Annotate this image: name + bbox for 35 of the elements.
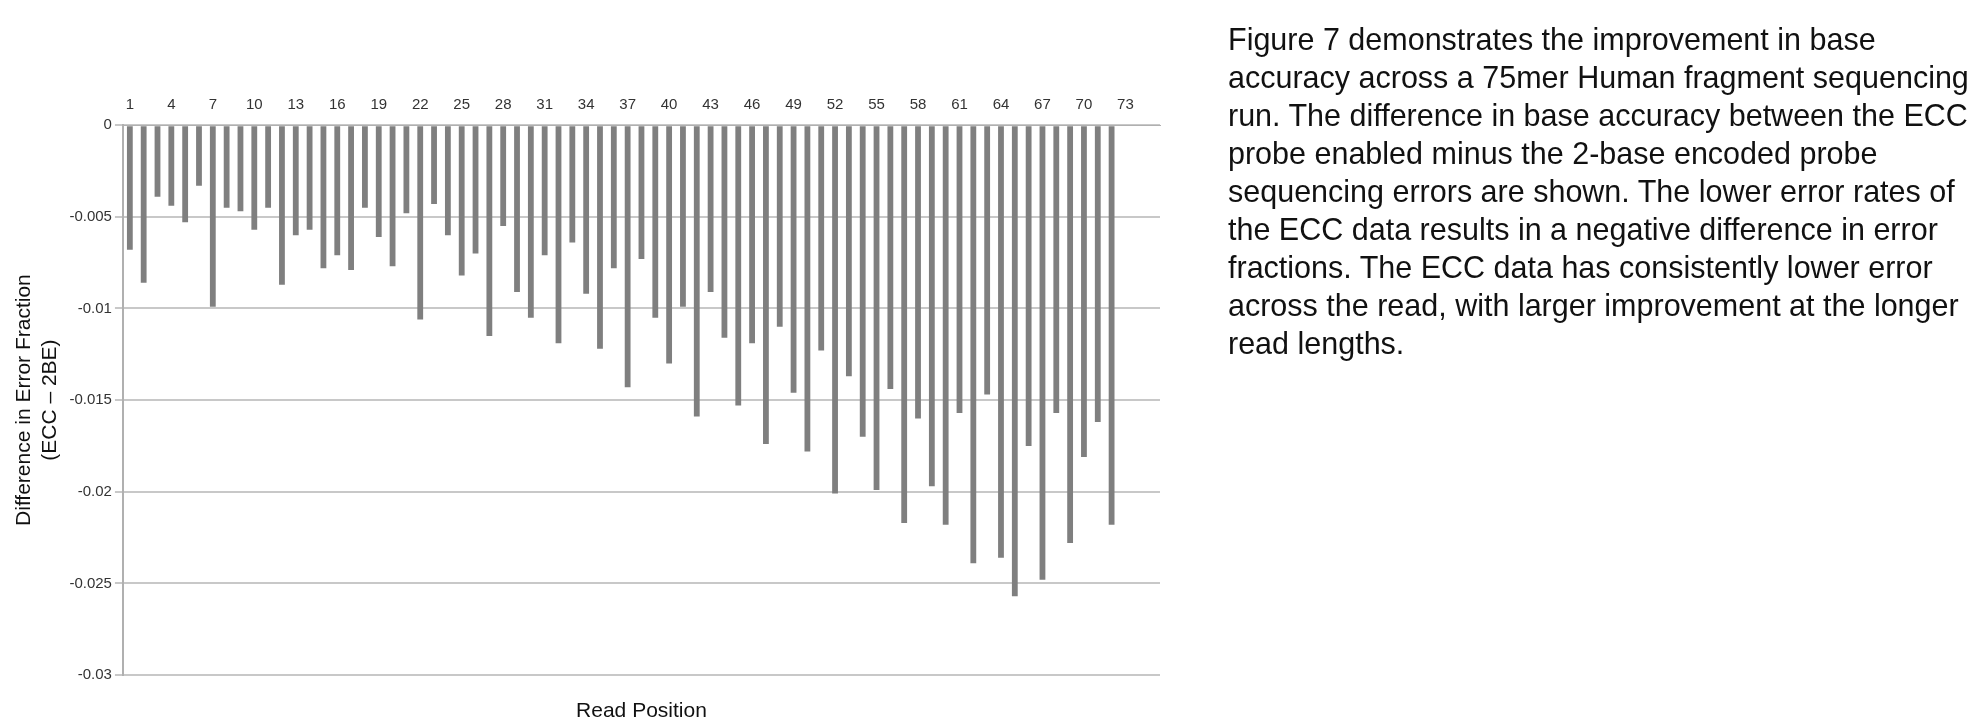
x-tick-label: 70: [1075, 95, 1093, 113]
x-tick-label: 46: [743, 95, 761, 113]
y-tick-label: 0: [103, 115, 112, 133]
x-tick-label: 43: [702, 95, 719, 113]
x-tick-label: 58: [909, 95, 927, 113]
x-tick-label: 28: [494, 95, 512, 113]
y-tick-label: -0.01: [77, 298, 112, 316]
y-axis-title: Difference in Error Fraction (ECC – 2BE): [11, 274, 60, 526]
x-tick-label: 7: [208, 95, 217, 113]
x-tick-label: 52: [826, 95, 844, 113]
x-tick-label: 64: [992, 95, 1010, 113]
x-tick-label: 19: [370, 95, 388, 113]
y-tick-label: -0.03: [77, 665, 112, 683]
x-tick-label: 49: [785, 95, 802, 113]
x-tick-label: 13: [287, 95, 305, 113]
x-tick-label: 73: [1117, 95, 1134, 113]
y-tick-label: -0.025: [69, 573, 112, 591]
x-tick-label: 61: [951, 95, 968, 113]
x-tick-label: 25: [453, 95, 471, 113]
x-tick-label: 37: [619, 95, 636, 113]
x-tick-label: 22: [411, 95, 429, 113]
x-tick-label: 34: [577, 95, 595, 113]
x-tick-label: 10: [245, 95, 263, 113]
x-axis-title: Read Position: [576, 698, 707, 722]
x-tick-label: 40: [660, 95, 678, 113]
x-tick-label: 31: [536, 95, 554, 113]
x-tick-label: 1: [125, 95, 135, 113]
x-tick-label: 67: [1034, 95, 1051, 113]
y-tick-label: -0.005: [69, 206, 112, 224]
y-tick-label: -0.02: [77, 481, 112, 499]
x-tick-label: 55: [868, 95, 885, 113]
text: Figure 7 demonstrates the improvement in base accuracy across a 75mer Human fragment sequencing run. The difference in base accuracy between the ECC probe enabled minus the 2-base encoded probe sequencing errors are shown. The lower error rates of the ECC data results in a negative difference in error fractions. The ECC data has consistently lower error across the read, with larger improvement at the longer read lengths.: [1228, 22, 1969, 360]
y-tick-label: -0.015: [69, 390, 112, 408]
x-tick-label: 4: [167, 95, 176, 113]
x-tick-label: 16: [328, 95, 346, 113]
